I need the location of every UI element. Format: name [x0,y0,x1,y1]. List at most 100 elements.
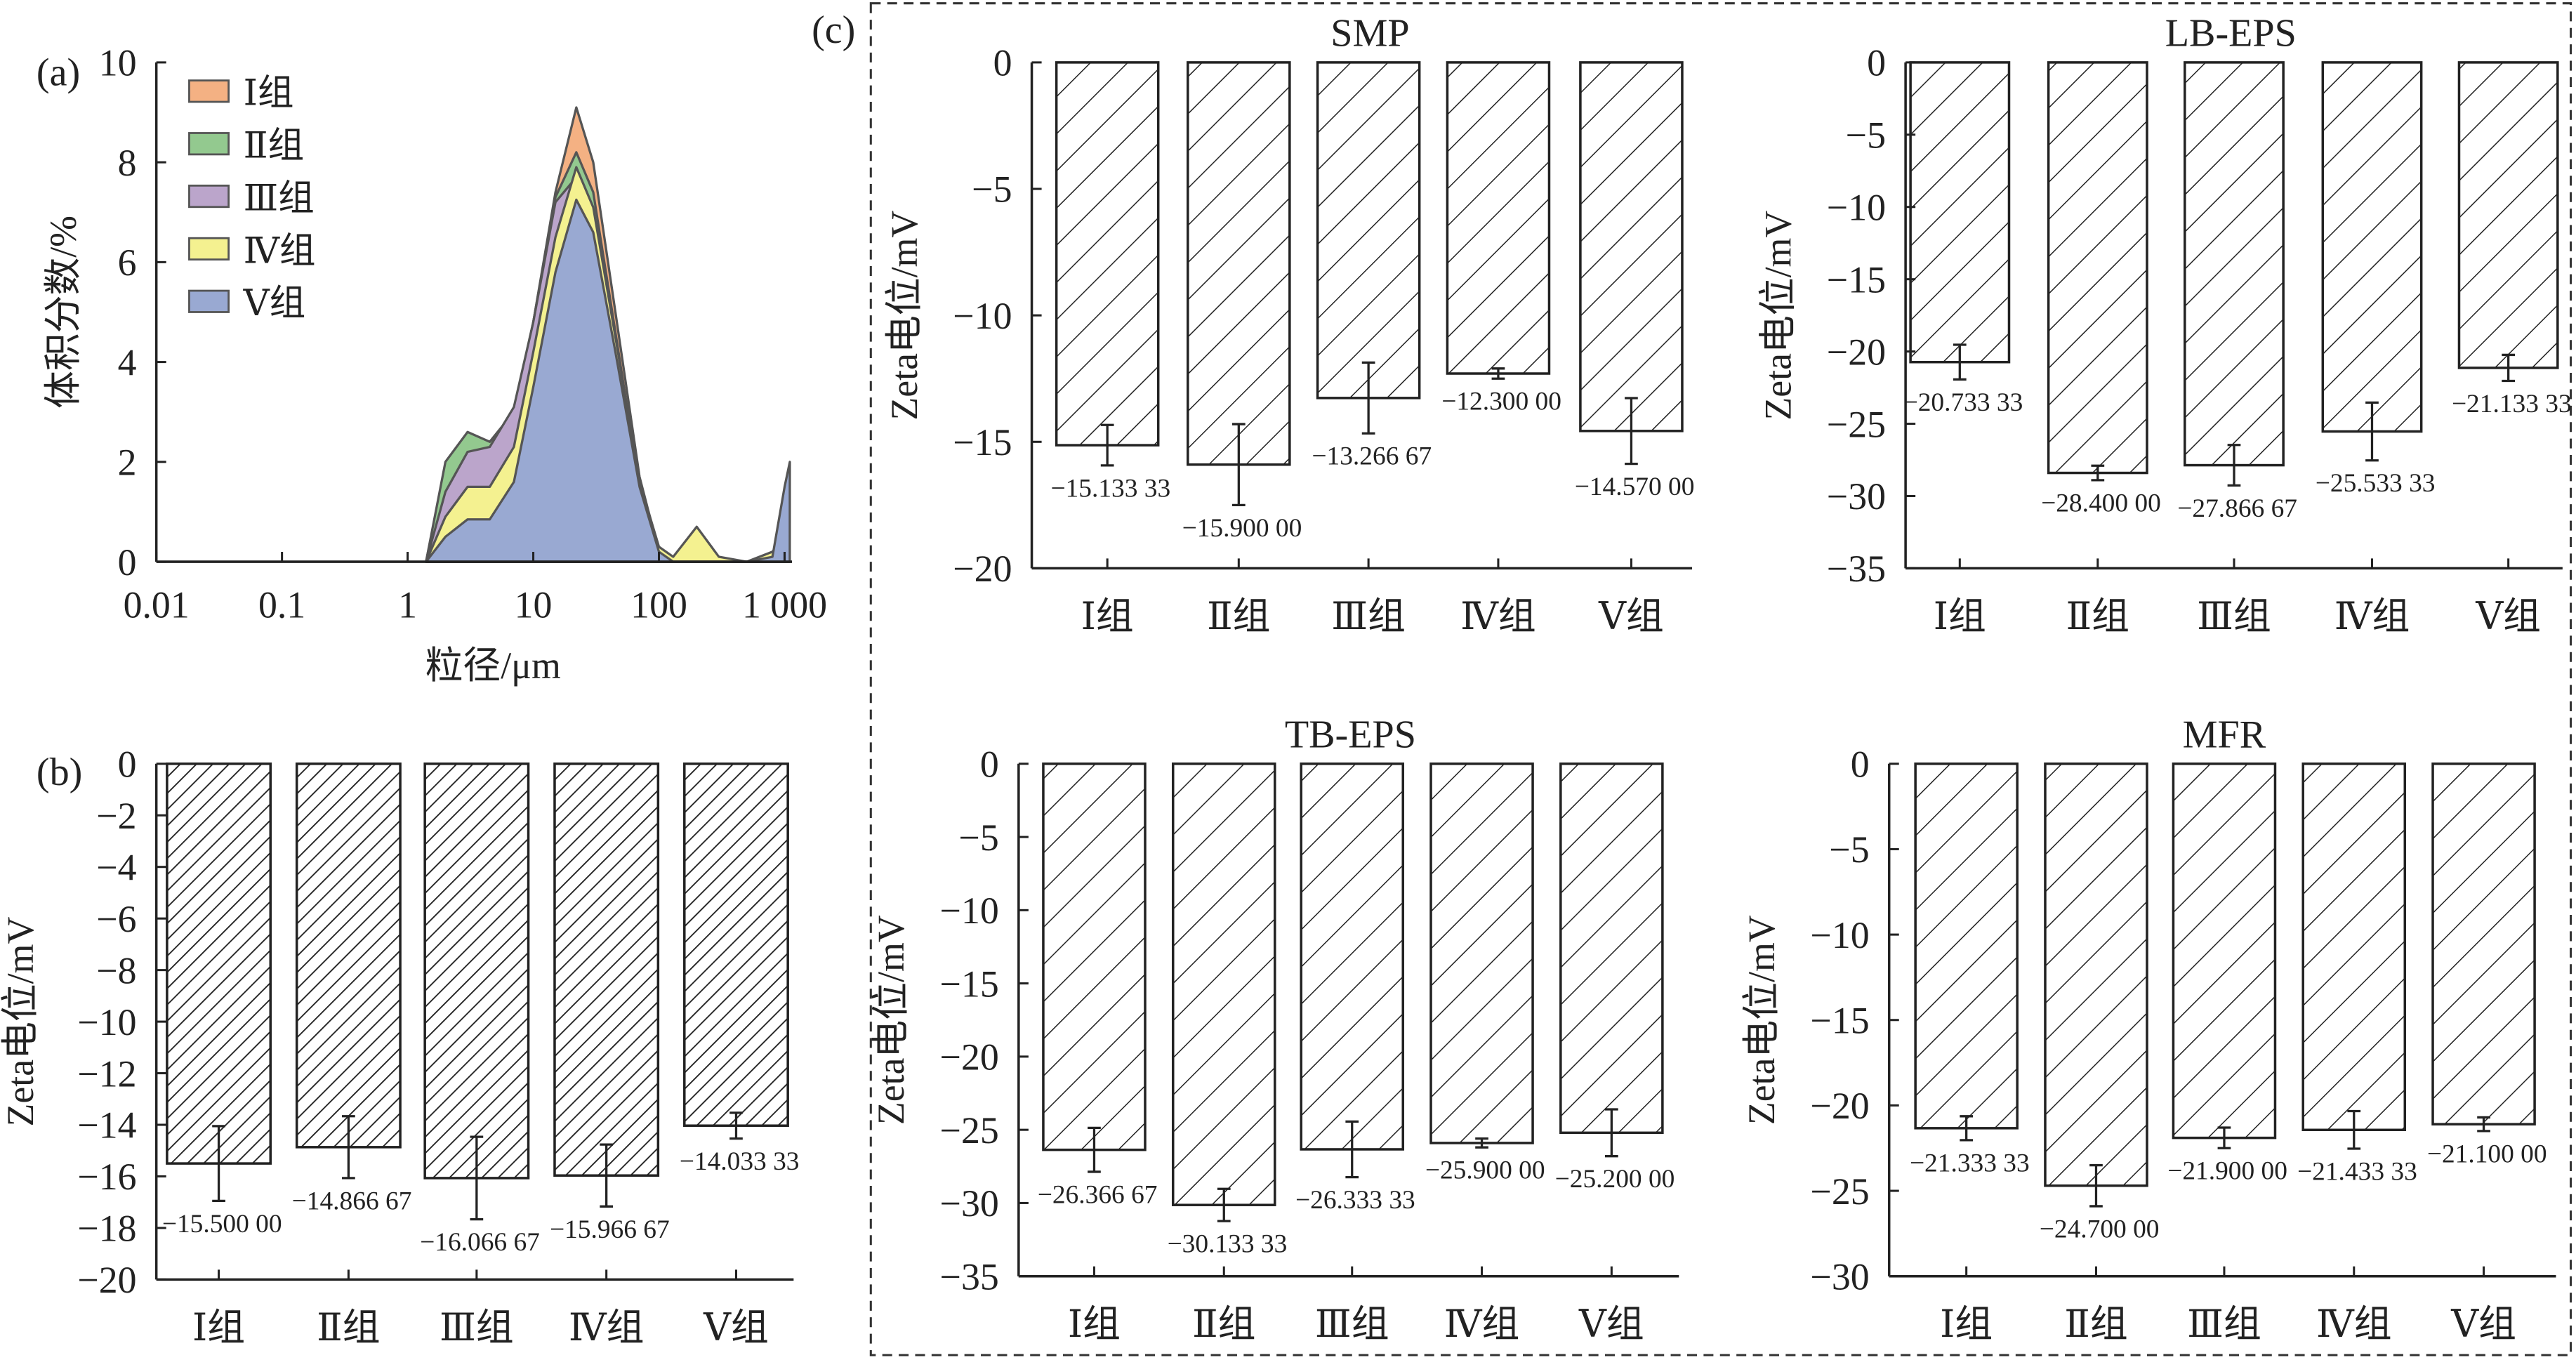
bar-5 [2457,61,2559,369]
x-tick-label: Ⅳ组 [2316,1303,2392,1345]
x-tick-label: Ⅰ组 [1068,1303,1121,1345]
panel-label-b: (b) [37,751,82,794]
value-label: −14.570 00 [1575,473,1695,501]
value-label: −15.133 33 [1050,474,1170,503]
legend-swatch-3 [188,184,230,209]
y-tick-label: −30 [1827,475,1886,517]
legend-swatch-1 [188,79,230,103]
y-tick-label: −15 [1810,999,1869,1041]
chart-title: MFR [2183,713,2266,756]
bar-4 [2301,762,2407,1132]
y-tick-label: −18 [77,1208,136,1250]
y-tick-label: 0 [1867,42,1886,84]
x-tick-label: Ⅲ组 [1315,1303,1389,1345]
bar-4 [2321,61,2423,433]
y-tick-label: −5 [1829,828,1869,871]
y-tick-label: −2 [96,795,136,837]
bar-5 [1559,762,1664,1135]
y-tick-label: −15 [1827,258,1886,301]
x-tick-label: Ⅴ组 [2475,595,2541,638]
bar-3 [2184,61,2285,467]
y-tick-label: 0 [118,744,137,786]
value-label: −26.366 67 [1038,1180,1158,1209]
value-label: −25.533 33 [2316,469,2436,498]
x-tick-label: 1 000 [742,584,827,626]
x-tick-label: Ⅳ组 [2334,595,2410,638]
x-tick-label: Ⅱ组 [1207,595,1270,638]
area-series-5 [425,198,791,563]
value-label: −21.900 00 [2167,1157,2287,1186]
x-tick-label: Ⅴ组 [703,1307,769,1349]
y-tick-label: −10 [77,1001,136,1043]
y-tick-label: −10 [940,890,999,932]
x-tick-label: Ⅱ组 [2064,1303,2127,1345]
value-label: −12.300 00 [1441,388,1561,416]
value-label: −21.133 33 [2452,390,2572,418]
legend-label-1: Ⅰ组 [244,74,294,114]
x-tick-label: Ⅱ组 [317,1307,380,1349]
x-tick-label: Ⅰ组 [1081,595,1134,638]
y-tick-label: −25 [940,1109,999,1151]
y-tick-label: 4 [118,341,137,383]
bar-1 [1914,762,2019,1130]
y-tick-label: −4 [96,846,136,888]
bar-3 [1300,762,1405,1151]
x-tick-label: Ⅱ组 [1192,1303,1255,1345]
legend-label-3: Ⅲ组 [244,178,315,218]
legend-swatch-4 [188,237,230,261]
bar-4 [1446,61,1551,375]
chart-a-particle-size: 0.01 0.1 1 10 100 1 000 0 2 4 6 8 10 粒径/μm 体积分数/% Ⅰ组 Ⅱ组… [42,42,827,687]
value-label: −28.400 00 [2041,489,2161,517]
bar-1 [166,762,272,1165]
y-tick-label: −5 [959,817,999,859]
value-label: −15.500 00 [162,1210,282,1239]
y-tick-label: −25 [1827,403,1886,445]
bar-1 [1042,762,1147,1151]
legend-swatch-2 [188,132,230,156]
bar-2 [2044,762,2148,1187]
y-tick-label: −25 [1810,1170,1869,1213]
x-axis-label: 粒径/μm [425,645,561,687]
y-axis-label: Zeta电位/mV [870,915,912,1125]
value-label: −15.900 00 [1182,514,1302,543]
y-tick-label: −12 [77,1052,136,1095]
chart-b-zeta: −15.500 00 Ⅰ组 −14.866 67 Ⅱ组 −16.066 67 Ⅲ组 −15.… [0,744,800,1349]
x-tick-label: Ⅱ组 [2066,595,2129,638]
chart-mfr-zeta: −21.333 33 Ⅰ组 −24.700 00 Ⅱ组 −21.900 00 Ⅲ组 −21.… [1741,713,2556,1345]
bar-5 [683,762,789,1127]
value-label: −21.100 00 [2427,1140,2547,1168]
bar-2 [2047,61,2148,475]
bar-3 [1316,61,1421,400]
bar-3 [423,762,530,1180]
chart-title: TB-EPS [1285,713,1416,756]
y-tick-label: −20 [940,1036,999,1078]
legend-swatch-5 [188,289,230,313]
bar-5 [1579,61,1684,433]
legend-label-5: Ⅴ组 [243,284,306,324]
legend-label-4: Ⅳ组 [244,231,316,271]
x-tick-label: Ⅲ组 [440,1307,514,1349]
x-tick-label: Ⅲ组 [2187,1303,2261,1345]
x-tick-label: Ⅰ组 [1934,595,1986,638]
y-tick-label: 8 [118,142,137,184]
y-tick-label: −8 [96,949,136,991]
value-label: −13.266 67 [1312,442,1432,471]
bar-2 [1171,762,1276,1206]
value-label: −14.866 67 [292,1187,412,1215]
value-label: −16.066 67 [420,1228,540,1257]
value-label: −14.033 33 [680,1147,800,1176]
panel-label-c: (c) [812,8,855,52]
y-tick-label: 0 [118,541,137,583]
y-tick-label: 0 [980,744,999,786]
y-tick-label: −15 [940,963,999,1005]
x-tick-label: Ⅰ组 [192,1307,245,1349]
bar-5 [2431,762,2536,1125]
x-tick-label: Ⅳ组 [1460,595,1536,638]
y-axis-label: Zeta电位/mV [1741,915,1783,1125]
y-tick-label: 0 [993,42,1012,84]
y-tick-label: −5 [972,169,1012,211]
bar-1 [1909,61,2011,364]
x-tick-label: Ⅲ组 [2197,595,2271,638]
value-label: −25.900 00 [1425,1156,1545,1185]
y-tick-label: −14 [77,1104,136,1147]
